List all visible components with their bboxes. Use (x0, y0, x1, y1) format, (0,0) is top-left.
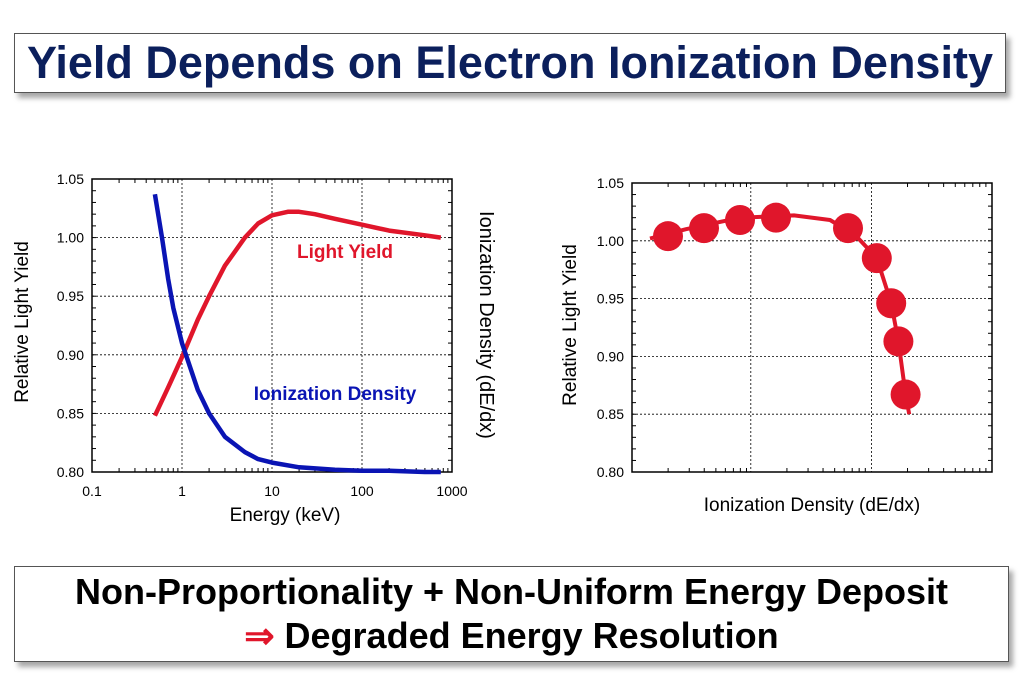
y-tick-label: 0.90 (57, 347, 84, 363)
conclusion-line-2-text: Degraded Energy Resolution (284, 615, 779, 656)
y-tick-label: 0.90 (597, 348, 624, 364)
y-tick-label: 1.05 (597, 175, 624, 191)
x-tick-label: 1 (178, 483, 186, 499)
implies-arrow: ⇒ (244, 615, 275, 656)
plot-frame (631, 182, 993, 473)
x-tick-label: 1000 (436, 483, 467, 499)
x-tick-label: 0.1 (82, 483, 102, 499)
data-point (653, 221, 683, 252)
title-box: Yield Depends on Electron Ionization Den… (14, 33, 1006, 93)
data-point (861, 243, 892, 274)
data-point (883, 326, 914, 357)
data-point (890, 379, 921, 410)
y-tick-label: 1.05 (57, 171, 84, 187)
y-tick-label: 0.80 (597, 464, 624, 480)
data-point (689, 213, 719, 244)
series-label-ionization-density: Ionization Density (254, 384, 417, 405)
x-axis-label: Energy (keV) (230, 505, 341, 526)
y-tick-label: 1.00 (597, 233, 624, 249)
y-tick-label: 0.85 (57, 405, 84, 421)
y-axis-label: Relative Light Yield (560, 244, 581, 406)
data-point (761, 202, 791, 233)
series-line-light-yield (152, 209, 442, 417)
y-tick-label: 1.00 (57, 230, 84, 246)
data-point (876, 288, 907, 319)
x-tick-label: 100 (350, 483, 374, 499)
data-point (833, 213, 863, 244)
series-label-light-yield: Light Yield (297, 242, 393, 263)
y-tick-label: 0.80 (57, 464, 84, 480)
y-tick-label: 0.85 (597, 406, 624, 422)
series-line-ionization-density (152, 193, 441, 475)
x-axis-label: Ionization Density (dE/dx) (704, 495, 921, 516)
conclusion-line-1: Non-Proportionality + Non-Uniform Energy… (74, 571, 949, 612)
conclusion-box: Non-Proportionality + Non-Uniform Energy… (14, 566, 1009, 662)
data-point (725, 204, 755, 235)
x-tick-label: 10 (264, 483, 280, 499)
y-axis-label: Relative Light Yield (12, 241, 33, 403)
y-tick-label: 0.95 (57, 288, 84, 304)
y-axis-label-right: Ionization Density (dE/dx) (475, 211, 497, 439)
y-tick-label: 0.95 (597, 291, 624, 307)
conclusion-line-2: ⇒ Degraded Energy Resolution (244, 614, 778, 658)
slide-title: Yield Depends on Electron Ionization Den… (27, 37, 993, 88)
plot-frame (91, 178, 453, 473)
